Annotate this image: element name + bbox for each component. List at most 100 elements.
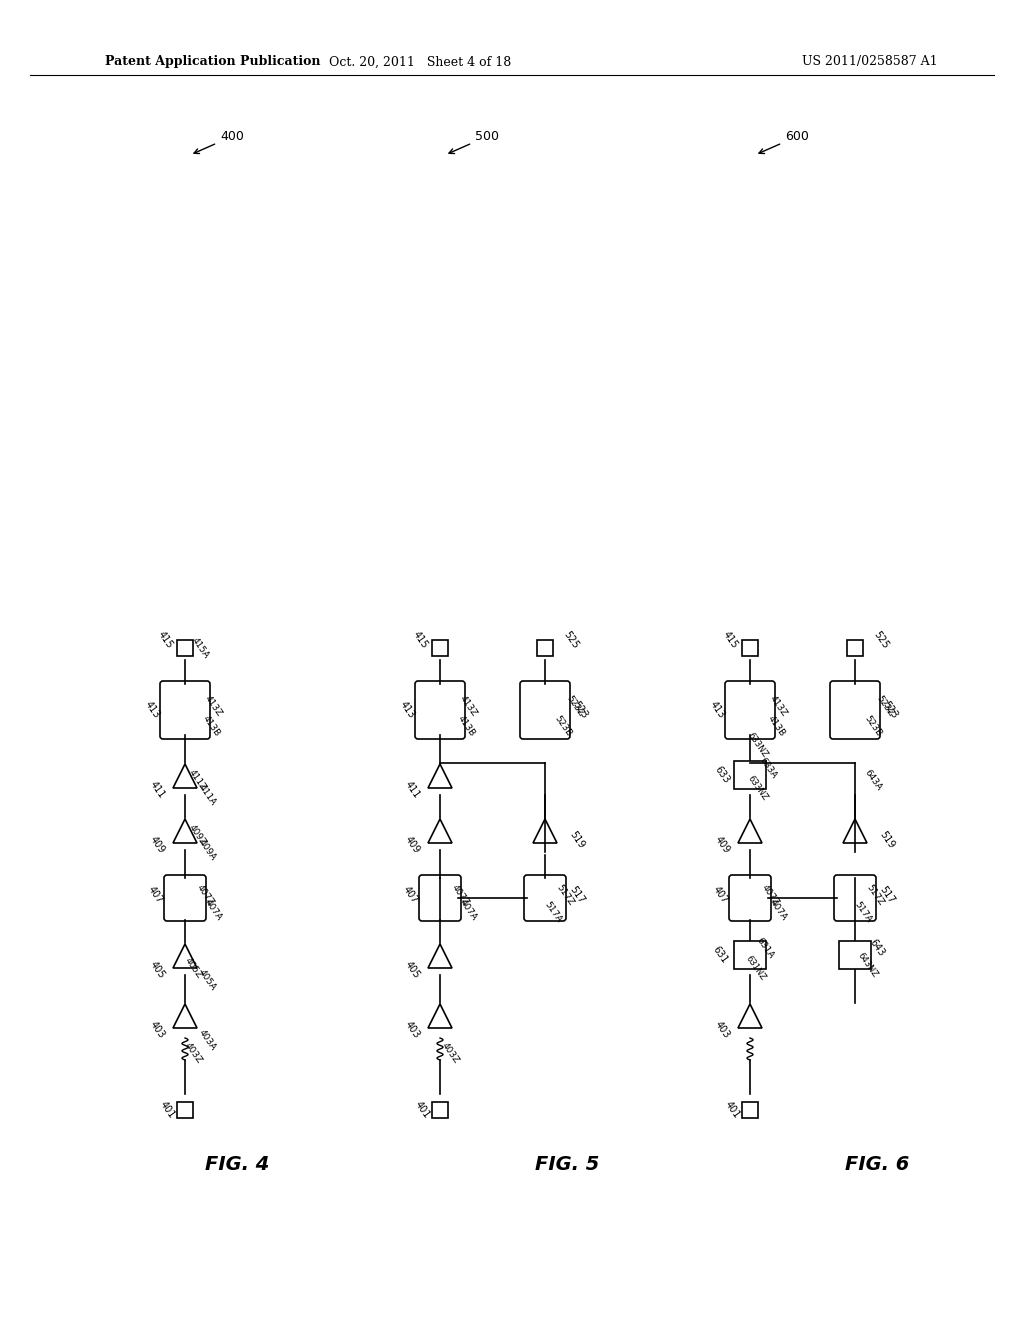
Text: 413B: 413B (456, 714, 476, 738)
Text: FIG. 4: FIG. 4 (205, 1155, 269, 1175)
Text: 517A: 517A (543, 900, 563, 924)
Bar (847, 640, 863, 656)
Text: 411: 411 (147, 780, 166, 800)
Polygon shape (428, 1005, 452, 1028)
Text: 407: 407 (711, 884, 729, 906)
Bar (734, 941, 766, 969)
Text: 517: 517 (878, 884, 896, 906)
Text: 633NZ: 633NZ (746, 774, 770, 803)
Text: 407A: 407A (458, 898, 478, 923)
Text: 411Z: 411Z (186, 768, 207, 792)
Text: 413: 413 (708, 700, 726, 721)
FancyBboxPatch shape (160, 681, 210, 739)
Text: 517A: 517A (853, 900, 873, 924)
FancyBboxPatch shape (729, 875, 771, 921)
Text: 409A: 409A (197, 838, 217, 862)
Text: 407: 407 (145, 884, 165, 906)
Text: 401: 401 (413, 1100, 431, 1121)
Text: 631: 631 (711, 945, 729, 965)
Text: 413B: 413B (201, 714, 221, 738)
Text: 413B: 413B (766, 714, 786, 738)
Text: 407A: 407A (768, 898, 788, 923)
Bar (177, 1102, 193, 1118)
Text: 403: 403 (402, 1019, 421, 1040)
FancyBboxPatch shape (415, 681, 465, 739)
Bar (177, 640, 193, 656)
Text: 403Z: 403Z (182, 1041, 204, 1065)
Text: 413: 413 (397, 700, 417, 721)
Polygon shape (173, 818, 197, 843)
Text: Patent Application Publication: Patent Application Publication (105, 55, 321, 69)
Text: 407Z: 407Z (450, 883, 470, 907)
Text: 633NZ: 633NZ (746, 731, 770, 759)
Text: 500: 500 (449, 129, 499, 153)
Text: 633: 633 (713, 764, 731, 785)
Text: 413Z: 413Z (768, 694, 788, 718)
Bar (537, 640, 553, 656)
Text: 400: 400 (194, 129, 244, 153)
Text: 523B: 523B (862, 714, 884, 738)
Polygon shape (534, 818, 557, 843)
Text: 519: 519 (878, 829, 896, 850)
Text: 405A: 405A (197, 968, 217, 993)
Polygon shape (428, 764, 452, 788)
Text: FIG. 6: FIG. 6 (845, 1155, 909, 1175)
Text: 411: 411 (402, 780, 421, 800)
Text: 409Z: 409Z (186, 822, 207, 847)
Text: 631NZ: 631NZ (743, 954, 767, 982)
Polygon shape (738, 1005, 762, 1028)
Text: 403: 403 (147, 1019, 166, 1040)
FancyBboxPatch shape (834, 875, 876, 921)
Polygon shape (173, 944, 197, 968)
Text: 631A: 631A (755, 936, 775, 960)
Polygon shape (173, 1005, 197, 1028)
Text: 405: 405 (147, 960, 167, 981)
Text: 415: 415 (721, 630, 739, 651)
Bar (742, 640, 758, 656)
Text: 643NZ: 643NZ (855, 950, 879, 979)
Text: 413: 413 (142, 700, 162, 721)
Text: 517Z: 517Z (555, 883, 575, 907)
Bar (742, 1102, 758, 1118)
Text: 523: 523 (570, 700, 590, 721)
FancyBboxPatch shape (419, 875, 461, 921)
Text: 523B: 523B (553, 714, 573, 738)
Bar (432, 640, 449, 656)
Text: 517Z: 517Z (864, 883, 886, 907)
Text: 415: 415 (411, 630, 429, 651)
Text: 403: 403 (713, 1019, 731, 1040)
Text: 405Z: 405Z (182, 956, 204, 981)
FancyBboxPatch shape (164, 875, 206, 921)
Text: 405: 405 (402, 960, 422, 981)
Bar (839, 941, 871, 969)
Text: 415: 415 (156, 630, 174, 651)
Text: 407: 407 (400, 884, 420, 906)
Text: 407Z: 407Z (195, 883, 215, 907)
Polygon shape (428, 944, 452, 968)
FancyBboxPatch shape (830, 681, 880, 739)
Polygon shape (173, 764, 197, 788)
Text: 415A: 415A (189, 636, 210, 660)
Text: 633A: 633A (758, 756, 778, 780)
Text: 413Z: 413Z (458, 694, 478, 718)
Text: 519: 519 (567, 829, 587, 850)
Text: 643A: 643A (862, 768, 884, 792)
Text: 523Z: 523Z (564, 694, 586, 718)
FancyBboxPatch shape (524, 875, 566, 921)
Text: 525: 525 (561, 630, 581, 651)
Polygon shape (843, 818, 867, 843)
Text: 409: 409 (713, 834, 731, 855)
Polygon shape (738, 818, 762, 843)
Bar (734, 762, 766, 789)
Text: FIG. 5: FIG. 5 (535, 1155, 599, 1175)
FancyBboxPatch shape (520, 681, 570, 739)
Text: 409: 409 (147, 834, 166, 855)
Text: 403A: 403A (197, 1028, 217, 1052)
Bar (432, 1102, 449, 1118)
Text: 407A: 407A (203, 898, 223, 923)
Polygon shape (428, 818, 452, 843)
Text: 403Z: 403Z (439, 1041, 461, 1065)
Text: 409: 409 (402, 834, 421, 855)
Text: 517: 517 (567, 884, 587, 906)
Text: Oct. 20, 2011   Sheet 4 of 18: Oct. 20, 2011 Sheet 4 of 18 (329, 55, 511, 69)
